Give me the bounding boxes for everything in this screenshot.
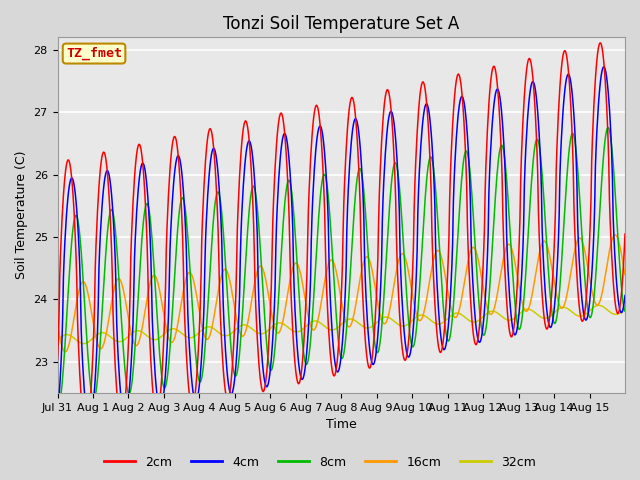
Text: TZ_fmet: TZ_fmet: [66, 47, 122, 60]
Title: Tonzi Soil Temperature Set A: Tonzi Soil Temperature Set A: [223, 15, 460, 33]
Legend: 2cm, 4cm, 8cm, 16cm, 32cm: 2cm, 4cm, 8cm, 16cm, 32cm: [99, 451, 541, 474]
X-axis label: Time: Time: [326, 419, 356, 432]
Y-axis label: Soil Temperature (C): Soil Temperature (C): [15, 151, 28, 279]
